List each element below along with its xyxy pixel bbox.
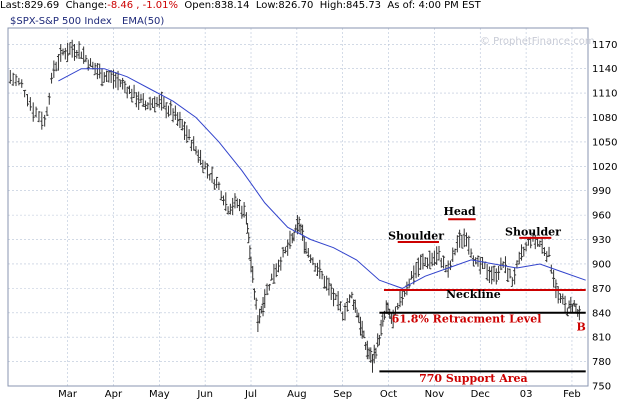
open-value: 838.14: [214, 0, 250, 11]
annotation-label: Head: [444, 205, 477, 218]
low-value: 826.70: [278, 0, 314, 11]
annotation-label: B: [576, 321, 585, 334]
y-axis: 750 780 810 840 870 900 930 960 990 1020 1050 1080 1…: [592, 40, 617, 393]
x-tick-label: Oct: [380, 389, 397, 400]
chart-background: [0, 13, 620, 400]
low-label: Low:: [255, 0, 279, 11]
x-tick-label: Sep: [333, 389, 352, 400]
annotation-label: 61.8% Retracment Level: [392, 313, 542, 326]
high-label: High:: [319, 0, 347, 11]
y-tick-label: 1020: [592, 162, 617, 173]
annotation-label: Neckline: [446, 288, 501, 301]
asof-label: As of:: [387, 0, 416, 11]
y-tick-label: 810: [592, 333, 611, 344]
y-tick-label: 930: [592, 235, 611, 246]
price-bars: [8, 39, 581, 373]
annotation-label: 770 Support Area: [419, 372, 528, 385]
y-tick-label: 1080: [592, 113, 617, 124]
asof-value: 4:00 PM EST: [418, 0, 481, 11]
quote-header: Last:829.69 Change:-8.46 , -1.01% Open:8…: [0, 0, 620, 12]
change-label: Change:: [65, 0, 108, 11]
y-tick-label: 780: [592, 357, 611, 368]
ema-line: [58, 68, 586, 289]
x-tick-label: Aug: [287, 389, 307, 400]
y-tick-label: 1110: [592, 89, 617, 100]
last-label: Last:: [0, 0, 25, 11]
high-value: 845.73: [346, 0, 382, 11]
x-tick-label: May: [149, 389, 170, 400]
annotation-label: Shoulder: [505, 225, 561, 238]
plot-frame: [7, 27, 589, 387]
x-tick-label: Apr: [105, 389, 123, 400]
y-tick-label: 960: [592, 211, 611, 222]
y-tick-label: 1170: [592, 40, 617, 51]
x-tick-label: Feb: [563, 389, 581, 400]
y-tick-label: 750: [592, 382, 611, 393]
open-label: Open:: [184, 0, 215, 11]
y-tick-label: 1140: [592, 64, 617, 75]
y-tick-label: 990: [592, 186, 611, 197]
x-tick-label: 03: [520, 389, 533, 400]
y-tick-label: 1050: [592, 137, 617, 148]
x-axis: Mar Apr May Jun Jul Aug Sep Oct Nov Dec 03 Feb: [58, 389, 581, 400]
y-tick-label: 900: [592, 259, 611, 270]
x-tick-label: Nov: [425, 389, 445, 400]
y-tick-label: 840: [592, 308, 611, 319]
legend-ema-label: EMA(50): [122, 16, 164, 27]
last-value: 829.69: [24, 0, 60, 11]
x-tick-label: Jun: [196, 389, 213, 400]
annotation-label: Shoulder: [388, 230, 444, 243]
y-tick-label: 870: [592, 284, 611, 295]
watermark-text: © ProphetFinance.com: [480, 36, 595, 47]
ema-series-line: [58, 68, 586, 289]
x-tick-label: Jul: [244, 389, 257, 400]
change-value: -8.46 , -1.01%: [107, 0, 179, 11]
x-tick-label: Mar: [58, 389, 78, 400]
legend-series-label: $SPX-S&P 500 Index: [10, 16, 112, 27]
x-tick-label: Dec: [471, 389, 490, 400]
